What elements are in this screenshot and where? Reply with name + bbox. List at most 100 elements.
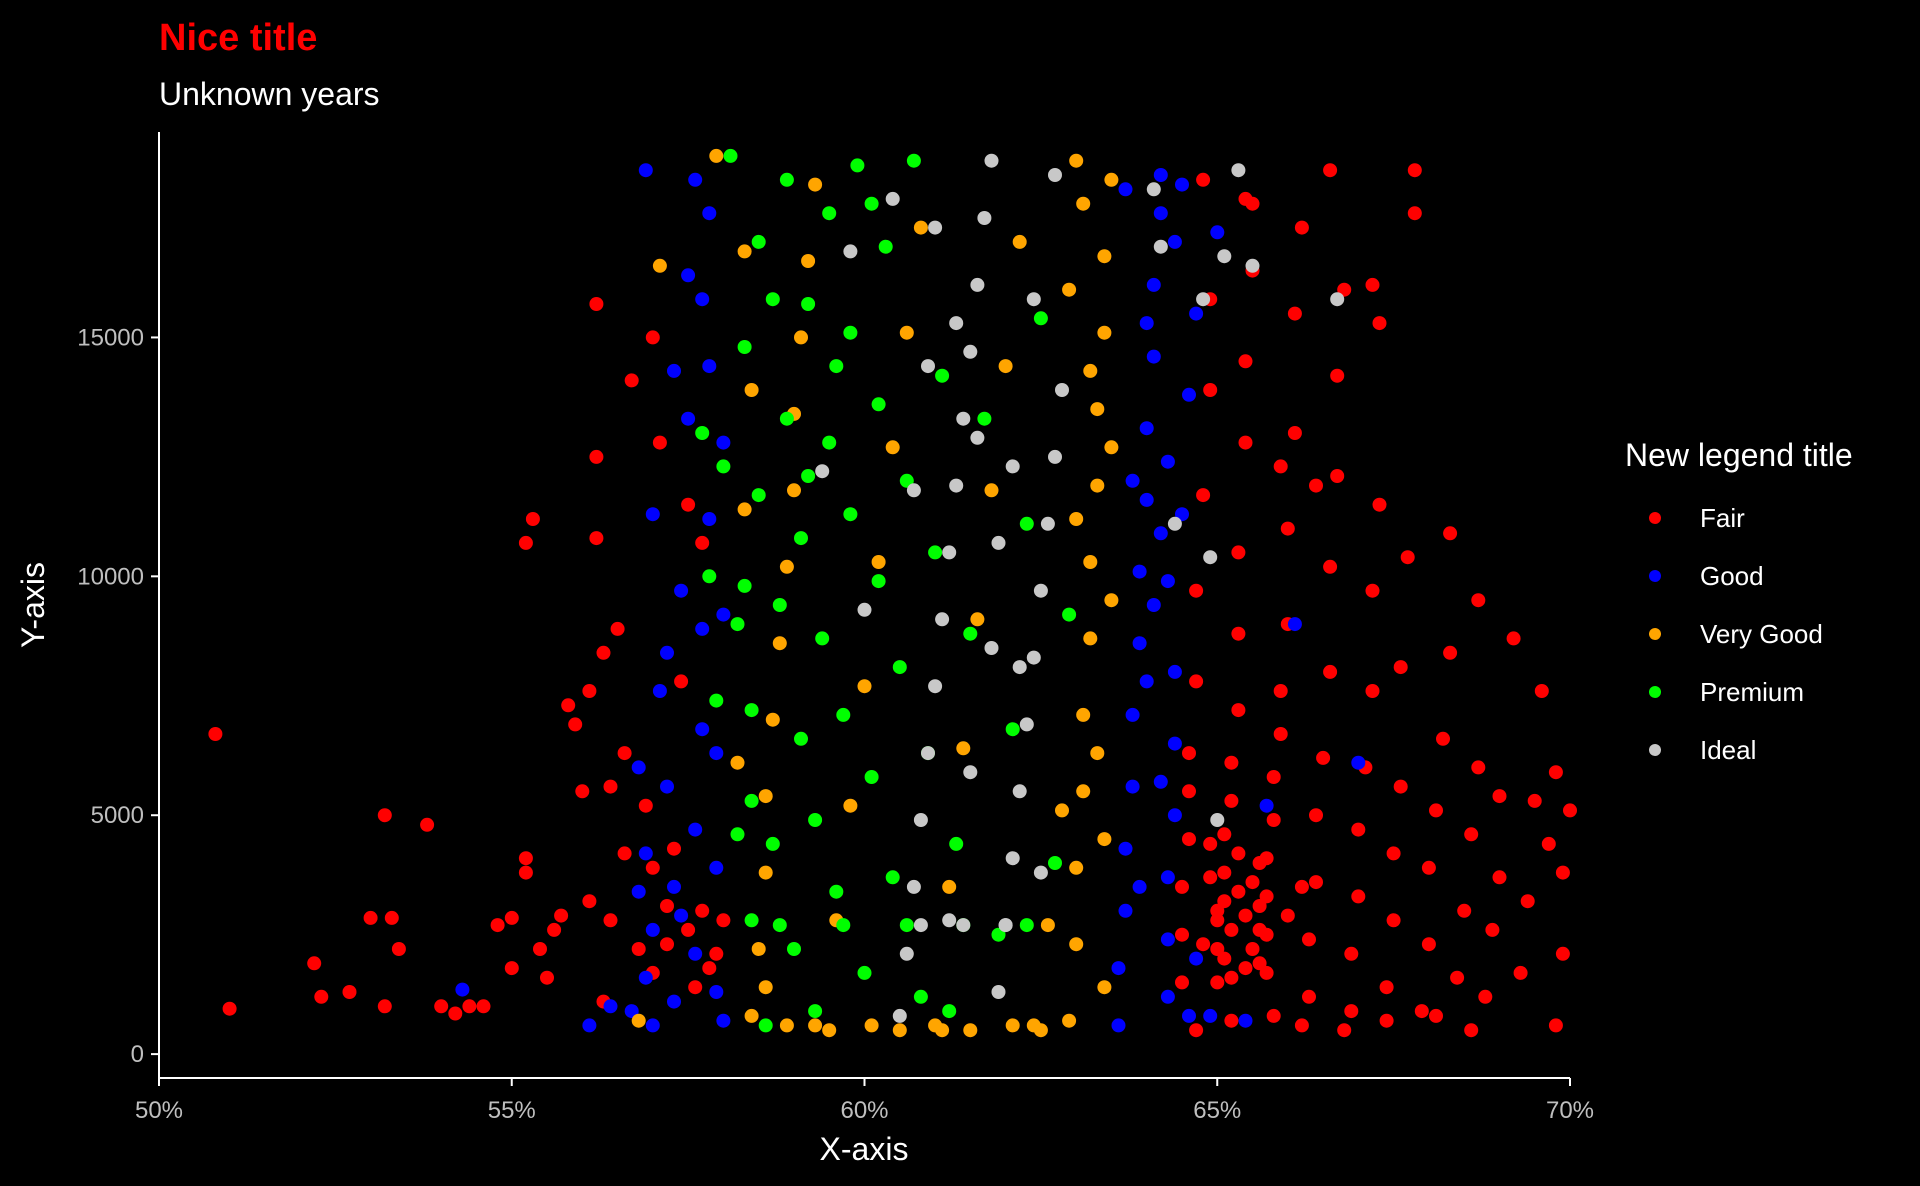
data-point	[1351, 889, 1366, 904]
data-point	[723, 148, 738, 163]
data-point	[1005, 1018, 1020, 1033]
data-point	[1076, 196, 1091, 211]
data-point	[518, 535, 533, 550]
data-point	[1132, 879, 1147, 894]
data-point	[1351, 822, 1366, 837]
data-point	[631, 760, 646, 775]
data-point	[1344, 1004, 1359, 1019]
data-point	[660, 645, 674, 660]
data-point	[1111, 961, 1126, 976]
data-point	[1541, 836, 1556, 851]
data-point	[765, 292, 780, 307]
data-point	[808, 1004, 823, 1019]
data-point	[1167, 736, 1182, 751]
data-point	[744, 383, 759, 397]
data-point	[984, 641, 999, 655]
data-point	[434, 999, 449, 1014]
data-point	[1316, 750, 1331, 765]
data-point	[737, 244, 752, 259]
data-point	[1189, 306, 1204, 321]
data-point	[1259, 889, 1274, 904]
data-point	[779, 559, 794, 574]
data-point	[645, 860, 660, 875]
data-point	[716, 1013, 731, 1028]
data-point	[871, 574, 886, 589]
data-point	[1555, 946, 1570, 961]
data-point	[1386, 846, 1401, 861]
data-point	[1012, 660, 1027, 675]
data-point	[1005, 459, 1020, 474]
data-point	[1478, 989, 1493, 1004]
data-point	[1083, 363, 1098, 378]
data-point	[1132, 636, 1147, 651]
data-point	[1323, 664, 1338, 679]
data-point	[1513, 965, 1528, 980]
data-point	[1287, 617, 1302, 632]
data-point	[1266, 813, 1281, 827]
data-point	[1196, 488, 1211, 503]
data-point	[1012, 234, 1027, 249]
data-point	[822, 435, 837, 450]
data-point	[1210, 225, 1225, 240]
data-point	[1139, 492, 1154, 507]
data-point	[1238, 191, 1253, 206]
legend-key	[1649, 628, 1661, 640]
data-point	[695, 535, 710, 550]
data-point	[518, 865, 533, 880]
data-point	[1104, 440, 1119, 455]
data-point	[921, 359, 935, 374]
data-point	[787, 483, 801, 498]
data-point	[1323, 163, 1338, 178]
data-point	[667, 363, 681, 378]
data-point	[1273, 459, 1288, 474]
data-point	[942, 913, 957, 928]
data-point	[1069, 860, 1084, 875]
data-point	[702, 359, 717, 374]
y-axis-title: Y-axis	[15, 562, 51, 648]
data-point	[1224, 970, 1239, 985]
data-point	[1231, 703, 1246, 718]
data-point	[984, 483, 999, 498]
data-point	[504, 961, 519, 976]
data-point	[652, 258, 667, 273]
data-point	[998, 359, 1013, 374]
data-point	[1421, 860, 1436, 875]
data-point	[1379, 1013, 1394, 1028]
data-point	[779, 1018, 794, 1033]
data-point	[942, 1004, 957, 1019]
data-point	[956, 411, 971, 426]
data-point	[1189, 583, 1204, 598]
data-point	[1153, 239, 1168, 254]
data-point	[1259, 927, 1274, 942]
data-point	[1033, 583, 1048, 598]
x-tick-label: 55%	[488, 1097, 536, 1124]
data-point	[1203, 550, 1218, 565]
data-point	[956, 741, 971, 756]
data-point	[681, 411, 696, 426]
data-point	[1492, 789, 1507, 804]
chart-title: Nice title	[159, 17, 317, 59]
data-point	[1196, 172, 1211, 187]
data-point	[384, 910, 399, 925]
data-point	[681, 497, 696, 512]
data-point	[970, 612, 985, 627]
legend-title: New legend title	[1625, 437, 1853, 473]
data-point	[561, 698, 576, 713]
data-point	[1400, 550, 1415, 565]
data-point	[808, 813, 823, 827]
data-point	[1139, 674, 1154, 689]
data-point	[1153, 168, 1168, 182]
data-point	[892, 660, 907, 675]
data-point	[716, 607, 731, 622]
data-point	[1287, 426, 1302, 440]
data-point	[208, 727, 223, 741]
data-point	[645, 922, 660, 937]
data-point	[751, 488, 766, 503]
data-point	[843, 507, 858, 522]
data-point	[794, 531, 808, 546]
data-point	[709, 946, 724, 961]
data-point	[815, 631, 830, 646]
data-point	[1407, 206, 1422, 221]
data-point	[1252, 899, 1267, 913]
